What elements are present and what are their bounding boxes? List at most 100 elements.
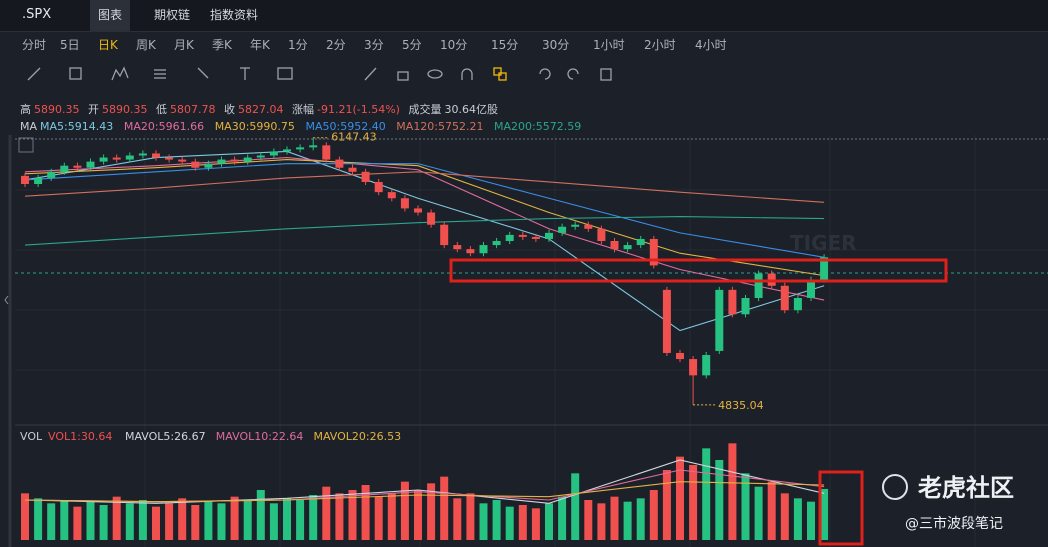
value: 5890.35 bbox=[102, 103, 148, 116]
candle-body bbox=[152, 153, 160, 158]
candle-body bbox=[99, 157, 108, 162]
label: 低 bbox=[156, 103, 167, 116]
legend-item: MAVOL10:22.64 bbox=[216, 430, 304, 443]
volume-bar bbox=[610, 496, 619, 540]
period-button[interactable]: 2分 bbox=[326, 38, 346, 52]
toolbar bbox=[27, 66, 612, 81]
symbol: .SPX bbox=[22, 7, 52, 22]
volume-bar bbox=[112, 496, 121, 540]
volume-bar bbox=[99, 505, 108, 540]
volume-bar bbox=[440, 476, 449, 540]
period-button[interactable]: 5日 bbox=[60, 38, 80, 52]
period-button[interactable]: 周K bbox=[136, 38, 156, 52]
value: 30.64亿股 bbox=[444, 103, 498, 116]
top-bar: .SPX 图表 期权链 指数资料 bbox=[0, 0, 1048, 32]
volume-bar bbox=[702, 448, 711, 540]
candle-body bbox=[518, 234, 527, 237]
volume-bar bbox=[21, 493, 29, 540]
volume-bar bbox=[689, 465, 698, 540]
period-button[interactable]: 4小时 bbox=[695, 38, 727, 52]
period-button[interactable]: 30分 bbox=[542, 38, 570, 52]
legend-item: MA5:5914.43 bbox=[40, 120, 113, 133]
candle-body bbox=[545, 232, 553, 239]
period-button[interactable]: 3分 bbox=[364, 38, 384, 52]
volume-bar bbox=[400, 481, 409, 540]
volume-bar bbox=[309, 495, 318, 540]
volume-bar bbox=[387, 493, 396, 540]
label: 收 bbox=[224, 103, 235, 116]
volume-bar bbox=[269, 503, 278, 540]
volume-bar bbox=[73, 506, 82, 540]
period-button[interactable]: 分时 bbox=[22, 38, 47, 52]
candle-body bbox=[335, 159, 344, 168]
candle-body bbox=[440, 224, 449, 246]
period-button[interactable]: 季K bbox=[212, 38, 232, 52]
volume-bar bbox=[453, 498, 462, 540]
volume-bar bbox=[545, 503, 553, 540]
period-button[interactable]: 10分 bbox=[440, 38, 468, 52]
volume-bar bbox=[807, 501, 815, 540]
max-label: 6147.43 bbox=[331, 131, 377, 144]
candle-body bbox=[217, 159, 226, 164]
value: -91.21(-1.54%) bbox=[317, 103, 400, 116]
candle-body bbox=[558, 226, 567, 233]
legend-title: MA bbox=[20, 120, 37, 133]
legend-item: MA30:5990.75 bbox=[215, 120, 295, 133]
volume-bar bbox=[584, 500, 593, 540]
candle-body bbox=[21, 175, 29, 184]
period-button[interactable]: 月K bbox=[174, 38, 194, 52]
period-button[interactable]: 年K bbox=[250, 38, 270, 52]
candle-body bbox=[702, 355, 711, 376]
volume-bar bbox=[662, 470, 671, 540]
candle-body bbox=[296, 147, 305, 150]
volume-bar bbox=[414, 490, 422, 540]
period-button[interactable]: 2小时 bbox=[644, 38, 676, 52]
value: 5807.78 bbox=[170, 103, 216, 116]
volume-bar bbox=[243, 500, 252, 540]
candle-body bbox=[47, 171, 56, 178]
candle-body bbox=[623, 245, 632, 250]
volume-bar bbox=[571, 473, 580, 540]
volume-bar bbox=[283, 498, 291, 540]
volume-bar bbox=[60, 500, 69, 540]
volume-bar bbox=[479, 503, 488, 540]
period-button[interactable]: 1小时 bbox=[593, 38, 625, 52]
volume-bar bbox=[34, 498, 43, 540]
volume-bar bbox=[322, 486, 331, 540]
period-button[interactable]: 1分 bbox=[288, 38, 308, 52]
volume-bar bbox=[715, 460, 724, 540]
candle-body bbox=[676, 352, 684, 360]
tab[interactable]: 指数资料 bbox=[210, 8, 259, 22]
value: 5890.35 bbox=[34, 103, 80, 116]
ma-line bbox=[24, 216, 825, 246]
candle-body bbox=[73, 165, 82, 168]
period-button[interactable]: 日K bbox=[98, 38, 118, 52]
candle-body bbox=[754, 273, 763, 298]
candle-body bbox=[636, 238, 645, 246]
period-button[interactable]: 15分 bbox=[491, 38, 519, 52]
tab[interactable]: 图表 bbox=[90, 0, 131, 31]
candle-body bbox=[322, 145, 331, 160]
period-button[interactable]: 5分 bbox=[402, 38, 422, 52]
candle-body bbox=[243, 157, 252, 162]
label: 开 bbox=[88, 103, 99, 116]
candle-body bbox=[60, 165, 69, 172]
volume-bar bbox=[767, 481, 776, 540]
candle-body bbox=[348, 167, 357, 172]
tab[interactable]: 期权链 bbox=[154, 8, 191, 22]
candle-body bbox=[414, 208, 422, 213]
candle-body bbox=[531, 236, 540, 239]
ma-line bbox=[24, 163, 825, 258]
candle-body bbox=[466, 249, 475, 254]
volume-bar bbox=[780, 493, 789, 540]
volume-bar bbox=[125, 503, 134, 540]
candle-body bbox=[728, 289, 737, 315]
candle-body bbox=[374, 181, 383, 193]
candle-body bbox=[584, 224, 593, 229]
ma-line bbox=[24, 171, 825, 203]
candle-body bbox=[689, 359, 698, 376]
candle-body bbox=[125, 155, 134, 160]
candle-body bbox=[610, 241, 619, 250]
